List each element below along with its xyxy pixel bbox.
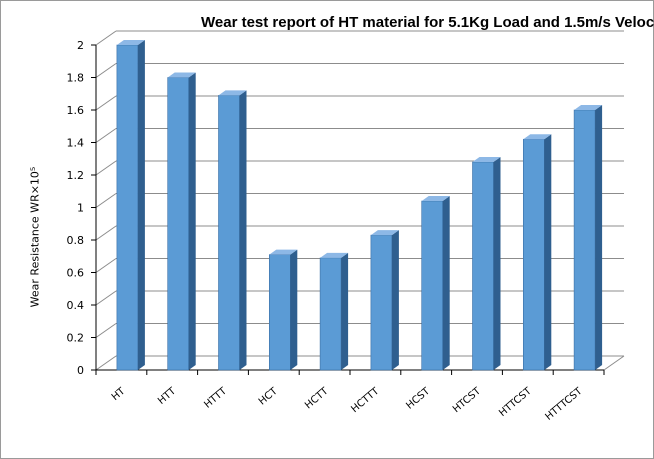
- bar-side: [239, 90, 247, 370]
- gridline-depth: [95, 193, 117, 208]
- bar-side: [137, 40, 145, 370]
- gridline-depth: [95, 323, 117, 338]
- y-tick-label: 0: [77, 364, 84, 377]
- x-tick-label: HTTT: [202, 385, 229, 410]
- y-tick-label: 0.6: [67, 267, 85, 280]
- bar-front: [167, 77, 189, 371]
- y-tick-label: 1.2: [67, 169, 85, 182]
- y-tick-label: 0.8: [67, 234, 85, 247]
- y-tick-label: 1.4: [67, 137, 85, 150]
- bar-top: [320, 252, 349, 258]
- y-tick-label: 0.2: [67, 332, 85, 345]
- bar: [370, 230, 399, 371]
- bar: [268, 249, 298, 371]
- bar-top: [167, 72, 196, 78]
- gridline-depth: [95, 160, 117, 176]
- bar-top: [370, 230, 399, 236]
- bar-front: [370, 234, 393, 371]
- y-tick-label: 1.8: [67, 72, 85, 85]
- bar-front: [522, 138, 545, 371]
- gridline-depth: [95, 95, 117, 111]
- bar-front: [268, 254, 291, 371]
- gridline-depth: [95, 128, 117, 143]
- bar-top: [472, 157, 501, 162]
- bar: [421, 196, 450, 371]
- bar-front: [116, 44, 139, 371]
- gridline-depth: [95, 258, 117, 273]
- gridline-depth: [95, 30, 117, 46]
- y-tick-label: 1.6: [67, 104, 85, 117]
- bar-side: [595, 105, 603, 370]
- bar: [167, 72, 196, 371]
- x-tick-label: HTT: [156, 385, 179, 407]
- bar-front: [218, 95, 240, 371]
- x-tick-label: HCST: [404, 385, 432, 411]
- x-tick-label: HCTTT: [349, 385, 382, 415]
- floor-depth-right: [603, 355, 625, 371]
- bar-side: [391, 230, 399, 370]
- bar: [522, 134, 552, 371]
- bar-front: [472, 161, 494, 371]
- bar: [472, 157, 501, 371]
- y-tick-label: 1: [77, 202, 84, 215]
- bar: [218, 90, 247, 371]
- bar-side: [341, 252, 349, 370]
- bar-top: [523, 134, 552, 140]
- x-tick-label: HCTT: [303, 385, 331, 411]
- bar-top: [421, 196, 450, 201]
- bar: [319, 252, 349, 371]
- x-tick-label: HTTCST: [497, 385, 534, 419]
- bar-side: [493, 157, 501, 370]
- x-tick-label: HT: [110, 385, 128, 403]
- gridline-depth: [95, 225, 117, 241]
- bar-side: [544, 134, 552, 370]
- floor-depth-left: [95, 355, 117, 371]
- y-tick-label: 2: [77, 39, 84, 52]
- bar-layer: [116, 40, 603, 371]
- chart-title: Wear test report of HT material for 5.1K…: [201, 14, 654, 31]
- bar: [573, 105, 603, 371]
- x-tick-label: HCT: [257, 385, 281, 407]
- bar-front: [573, 109, 596, 371]
- gridline-depth: [95, 290, 117, 306]
- bar-top: [574, 105, 603, 110]
- x-tick-label: HTCST: [451, 385, 484, 415]
- bar-front: [421, 200, 444, 371]
- bar-top: [116, 40, 145, 45]
- bar-front: [319, 257, 342, 371]
- bar-top: [218, 90, 247, 96]
- gridline-depth: [95, 63, 117, 78]
- y-tick-label: 0.4: [67, 299, 85, 312]
- bar-side: [188, 72, 196, 370]
- bar-side: [290, 249, 298, 370]
- x-tick-label: HTTTCST: [543, 385, 585, 423]
- bar-side: [442, 196, 450, 370]
- bar: [116, 40, 145, 371]
- bar-top: [269, 249, 298, 255]
